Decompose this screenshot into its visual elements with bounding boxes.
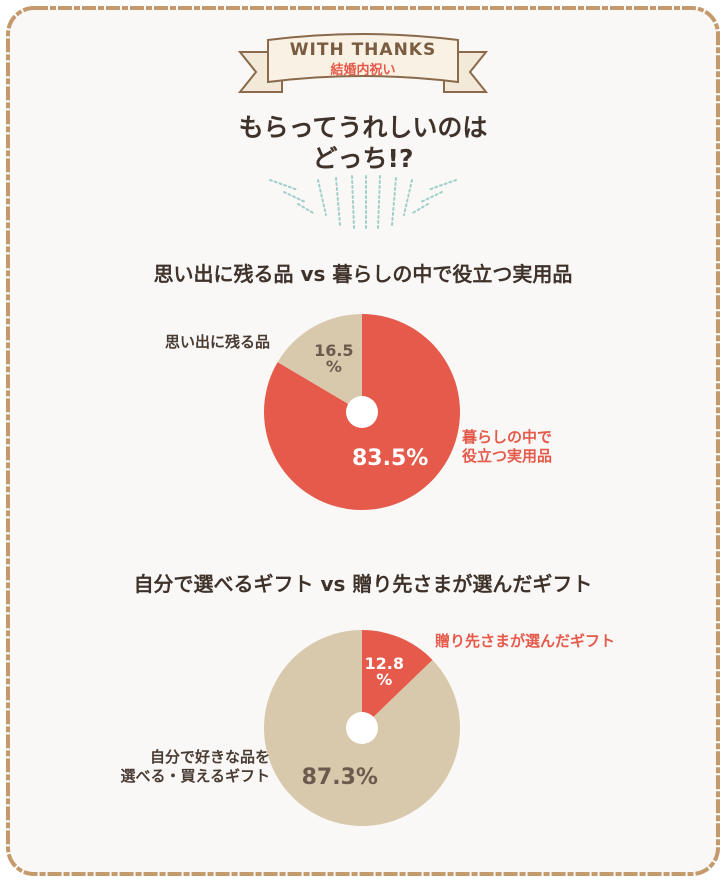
- slice-label: 暮らしの中で 役立つ実用品: [462, 428, 553, 465]
- slice-label: 自分で好きな品を 選べる・買えるギフト: [120, 748, 270, 785]
- pie-slice: [277, 314, 362, 412]
- slice-label: 贈り先さまが選んだギフト: [435, 632, 616, 650]
- rays: [269, 175, 457, 231]
- banner-subtitle: 結婚内祝い: [330, 63, 396, 78]
- pie-hole: [346, 396, 378, 428]
- value-label: 87.3%: [301, 765, 378, 791]
- value-label: 12.8 %: [364, 653, 404, 690]
- heading: もらってうれしいのは どっち!?: [238, 113, 488, 174]
- ribbon: [237, 33, 489, 93]
- value-label: 83.5%: [351, 446, 429, 472]
- chart-title: 自分で選べるギフト vs 贈り先さまが選んだギフト: [133, 572, 593, 596]
- value-label: 16.5 %: [314, 340, 354, 377]
- pie-hole: [346, 712, 378, 744]
- pie-slice: [362, 630, 433, 728]
- chart-title: 思い出に残る品 vs 暮らしの中で役立つ実用品: [153, 262, 573, 286]
- banner-title: WITH THANKS: [289, 40, 437, 60]
- slice-label: 思い出に残る品: [164, 333, 270, 351]
